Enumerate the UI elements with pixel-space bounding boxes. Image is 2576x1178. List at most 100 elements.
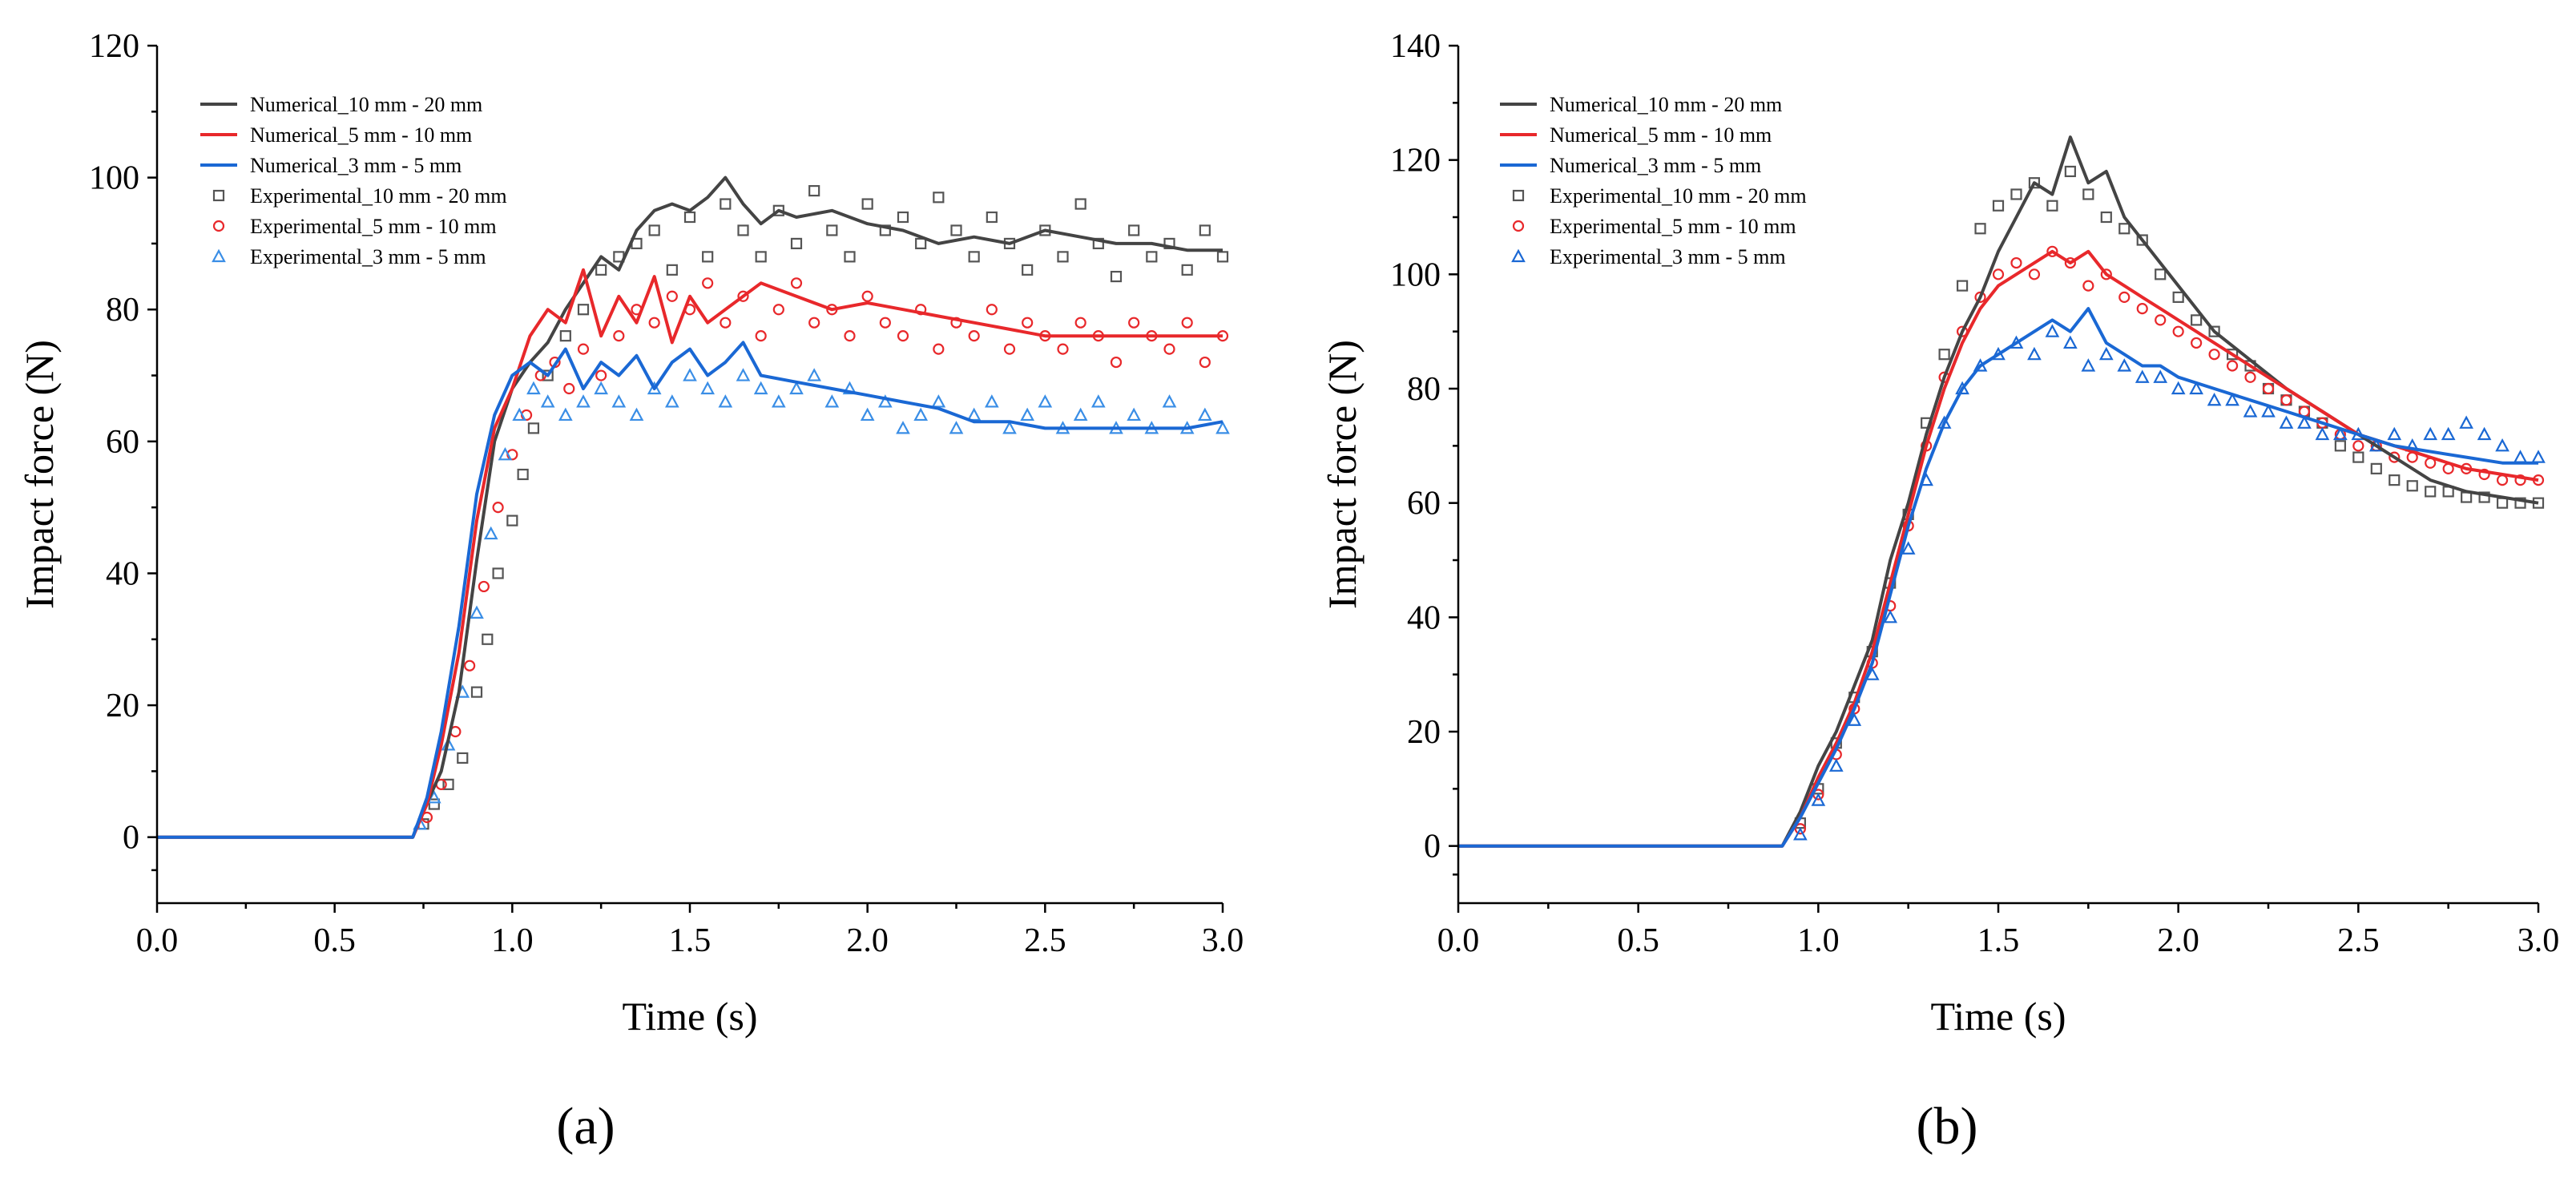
panel-b-data-point bbox=[1974, 291, 1986, 303]
panel-b-data-point bbox=[2244, 371, 2256, 383]
legend-label: Numerical_3 mm - 5 mm bbox=[250, 154, 462, 177]
panel-b-data-point bbox=[2082, 280, 2094, 292]
panel-a-data-point bbox=[844, 330, 856, 342]
panel-a-x-tick-label: 1.5 bbox=[669, 922, 712, 959]
panel-b-data-point bbox=[2514, 497, 2526, 509]
panel-b-data-point bbox=[2478, 468, 2490, 481]
panel-a-legend-item: Numerical_3 mm - 5 mm bbox=[200, 154, 462, 177]
panel-a-y-tick-label: 120 bbox=[89, 28, 139, 65]
panel-a-series-3 bbox=[417, 184, 1229, 830]
panel-b-series-3 bbox=[1794, 165, 2545, 829]
panel-b-series-line-2 bbox=[1458, 307, 2538, 848]
panel-b-x-tick-label: 0.5 bbox=[1617, 922, 1659, 959]
panel-b-data-point bbox=[2191, 314, 2203, 326]
panel-b-data-point bbox=[2441, 426, 2456, 441]
panel-b-x-tick-label: 2.5 bbox=[2337, 922, 2380, 959]
panel-a-data-point bbox=[844, 251, 856, 263]
panel-a-plot-area bbox=[157, 175, 1230, 839]
panel-b-data-point bbox=[2010, 256, 2022, 269]
panel-a-y-tick-label: 80 bbox=[106, 292, 139, 329]
panel-b-data-point bbox=[2153, 369, 2168, 383]
panel-b-data-point bbox=[2027, 346, 2042, 361]
panel-b-data-point bbox=[2387, 426, 2402, 441]
panel-b-plot-area bbox=[1458, 135, 2546, 848]
legend-label: Experimental_10 mm - 20 mm bbox=[250, 184, 507, 208]
panel-a-data-point bbox=[702, 251, 714, 263]
panel-a-data-point bbox=[807, 368, 822, 381]
panel-a-x-tick-label: 3.0 bbox=[1202, 922, 1244, 959]
panel-a-data-point bbox=[526, 381, 541, 395]
panel-a-data-point bbox=[915, 237, 927, 250]
panel-a-data-point bbox=[470, 686, 483, 698]
panel-a-data-point bbox=[457, 752, 469, 764]
panel-a-data-point bbox=[1199, 356, 1211, 369]
panel-a-data-point bbox=[771, 394, 786, 408]
panel-a-data-point bbox=[577, 304, 590, 316]
panel-a-data-point bbox=[683, 368, 697, 381]
panel-a-data-point bbox=[648, 317, 660, 329]
panel-a-data-point bbox=[1020, 407, 1035, 422]
panel-a-label: (a) bbox=[556, 1097, 615, 1156]
panel-a-legend-item: Numerical_10 mm - 20 mm bbox=[200, 93, 482, 116]
panel-a-data-point bbox=[540, 394, 555, 408]
panel-b-data-point bbox=[2045, 324, 2060, 337]
panel-b-x-axis-title: Time (s) bbox=[1930, 994, 2066, 1039]
panel-b-y-tick-label: 0 bbox=[1424, 829, 1441, 865]
legend-marker-swatch bbox=[1511, 248, 1526, 263]
legend-label: Numerical_5 mm - 10 mm bbox=[1550, 123, 1772, 147]
panel-b-data-point bbox=[2531, 450, 2546, 463]
panel-a-data-point bbox=[877, 394, 893, 408]
panel-b-legend-item: Numerical_5 mm - 10 mm bbox=[1500, 123, 1772, 147]
panel-a-data-point bbox=[1057, 343, 1069, 355]
panel-a-data-point bbox=[789, 381, 804, 395]
panel-a-data-point bbox=[1163, 343, 1175, 355]
panel-b-legend-item: Numerical_10 mm - 20 mm bbox=[1500, 93, 1782, 116]
panel-b-data-point bbox=[2495, 438, 2509, 452]
panel-b-y-tick-label: 80 bbox=[1407, 371, 1441, 408]
panel-b-data-point bbox=[2513, 450, 2528, 463]
panel-b-data-point bbox=[2406, 480, 2418, 492]
panel-a-data-point bbox=[664, 394, 679, 408]
panel-a-data-point bbox=[478, 580, 490, 593]
panel-a-data-point bbox=[558, 407, 573, 422]
panel-a-data-point bbox=[1022, 317, 1034, 329]
panel-a-y-tick-label: 60 bbox=[106, 424, 139, 461]
panel-b-data-point bbox=[2279, 415, 2294, 429]
panel-b-data-point bbox=[2098, 346, 2114, 361]
panel-b-legend-item: Numerical_3 mm - 5 mm bbox=[1500, 154, 1761, 177]
panel-a-data-point bbox=[506, 514, 518, 526]
panel-a-data-point bbox=[826, 224, 838, 236]
panel-b-data-point bbox=[2243, 404, 2258, 418]
panel-b-data-point bbox=[2081, 358, 2096, 372]
panel-a-legend-item: Experimental_10 mm - 20 mm bbox=[212, 184, 507, 208]
panel-a-data-point bbox=[772, 204, 784, 216]
panel-a-data-point bbox=[968, 251, 980, 263]
panel-b-data-point bbox=[2208, 325, 2220, 337]
legend-label: Experimental_3 mm - 5 mm bbox=[1550, 245, 1786, 268]
panel-b-data-point bbox=[1883, 610, 1898, 623]
panel-a-data-point bbox=[986, 304, 998, 316]
panel-a-data-point bbox=[1216, 251, 1229, 263]
panel-b-data-point bbox=[2100, 268, 2112, 280]
panel-b-data-point bbox=[1794, 823, 1806, 835]
panel-a-legend-item: Experimental_5 mm - 10 mm bbox=[212, 215, 497, 238]
panel-b-data-point bbox=[2191, 337, 2203, 349]
panel-b-y-tick-label: 40 bbox=[1407, 599, 1441, 636]
legend-label: Numerical_10 mm - 20 mm bbox=[250, 93, 482, 116]
panel-a-x-tick-label: 2.5 bbox=[1024, 922, 1066, 959]
panel-a-data-point bbox=[1074, 317, 1086, 329]
panel-b-data-point bbox=[2389, 451, 2401, 463]
panel-b-y-tick-label: 60 bbox=[1407, 486, 1441, 522]
panel-a-data-point bbox=[1197, 407, 1212, 422]
panel-a-data-point bbox=[542, 369, 554, 381]
panel-a-data-point bbox=[1199, 224, 1211, 236]
panel-a-data-point bbox=[984, 394, 999, 408]
panel-b-data-point bbox=[2136, 303, 2148, 315]
panel-a-data-point bbox=[897, 330, 909, 342]
panel-b-data-point bbox=[2100, 211, 2112, 224]
legend-marker-swatch bbox=[212, 189, 225, 202]
panel-a-data-point bbox=[577, 343, 590, 355]
panel-a-data-point bbox=[666, 290, 678, 302]
panel-b-data-point bbox=[2208, 349, 2220, 361]
panel-b-data-point bbox=[2225, 392, 2239, 406]
